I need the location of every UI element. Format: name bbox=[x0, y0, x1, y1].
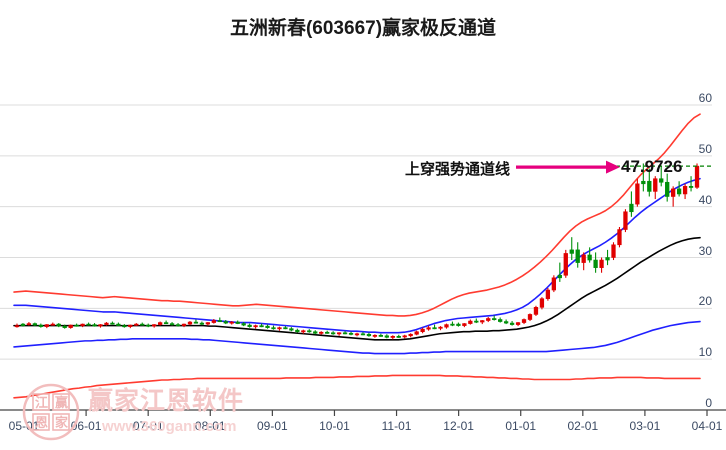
y-tick-label: 60 bbox=[698, 91, 712, 105]
page-title: 五洲新春(603667)赢家极反通道 bbox=[229, 18, 497, 39]
x-tick-label: 07-01 bbox=[132, 419, 164, 433]
watermark-url: www.360gann.com bbox=[102, 418, 237, 435]
x-tick-label: 11-01 bbox=[381, 419, 412, 433]
annotation-arrow bbox=[516, 160, 620, 174]
x-tick-label: 08-01 bbox=[194, 419, 226, 433]
x-tick-label: 06-01 bbox=[70, 419, 102, 433]
seal-char-2: 赢 bbox=[55, 395, 69, 410]
x-tick-label: 12-01 bbox=[443, 419, 474, 433]
current-price-label: 47.9726 bbox=[621, 157, 683, 176]
y-tick-label: 10 bbox=[698, 345, 712, 360]
watermark-brand: 赢家江恩软件 bbox=[88, 387, 245, 415]
gridlines bbox=[0, 104, 712, 411]
channel-bands bbox=[13, 113, 701, 399]
annotation-label: 上穿强势通道线 bbox=[405, 161, 511, 178]
x-tick-label: 02-01 bbox=[567, 419, 599, 433]
axis-lines bbox=[0, 409, 726, 416]
x-tick-label: 04-01 bbox=[691, 419, 723, 433]
x-tick-label: 01-01 bbox=[505, 419, 537, 433]
seal-char-3: 恩 bbox=[35, 415, 49, 430]
watermark-seal-icon: 江 赢 恩 家 bbox=[22, 383, 80, 441]
x-tick-label: 09-01 bbox=[257, 419, 288, 433]
seal-char-4: 家 bbox=[55, 415, 69, 430]
candlestick-series bbox=[14, 163, 700, 340]
y-tick-label: 50 bbox=[698, 141, 712, 156]
x-tick-label: 03-01 bbox=[629, 419, 661, 433]
y-tick-label: 20 bbox=[698, 294, 712, 309]
seal-char-1: 江 bbox=[35, 395, 49, 410]
y-tick-label: 40 bbox=[698, 192, 712, 207]
x-tick-label: 10-01 bbox=[319, 419, 350, 433]
y-tick-label: 0 bbox=[705, 396, 712, 410]
y-tick-label: 30 bbox=[698, 243, 712, 258]
